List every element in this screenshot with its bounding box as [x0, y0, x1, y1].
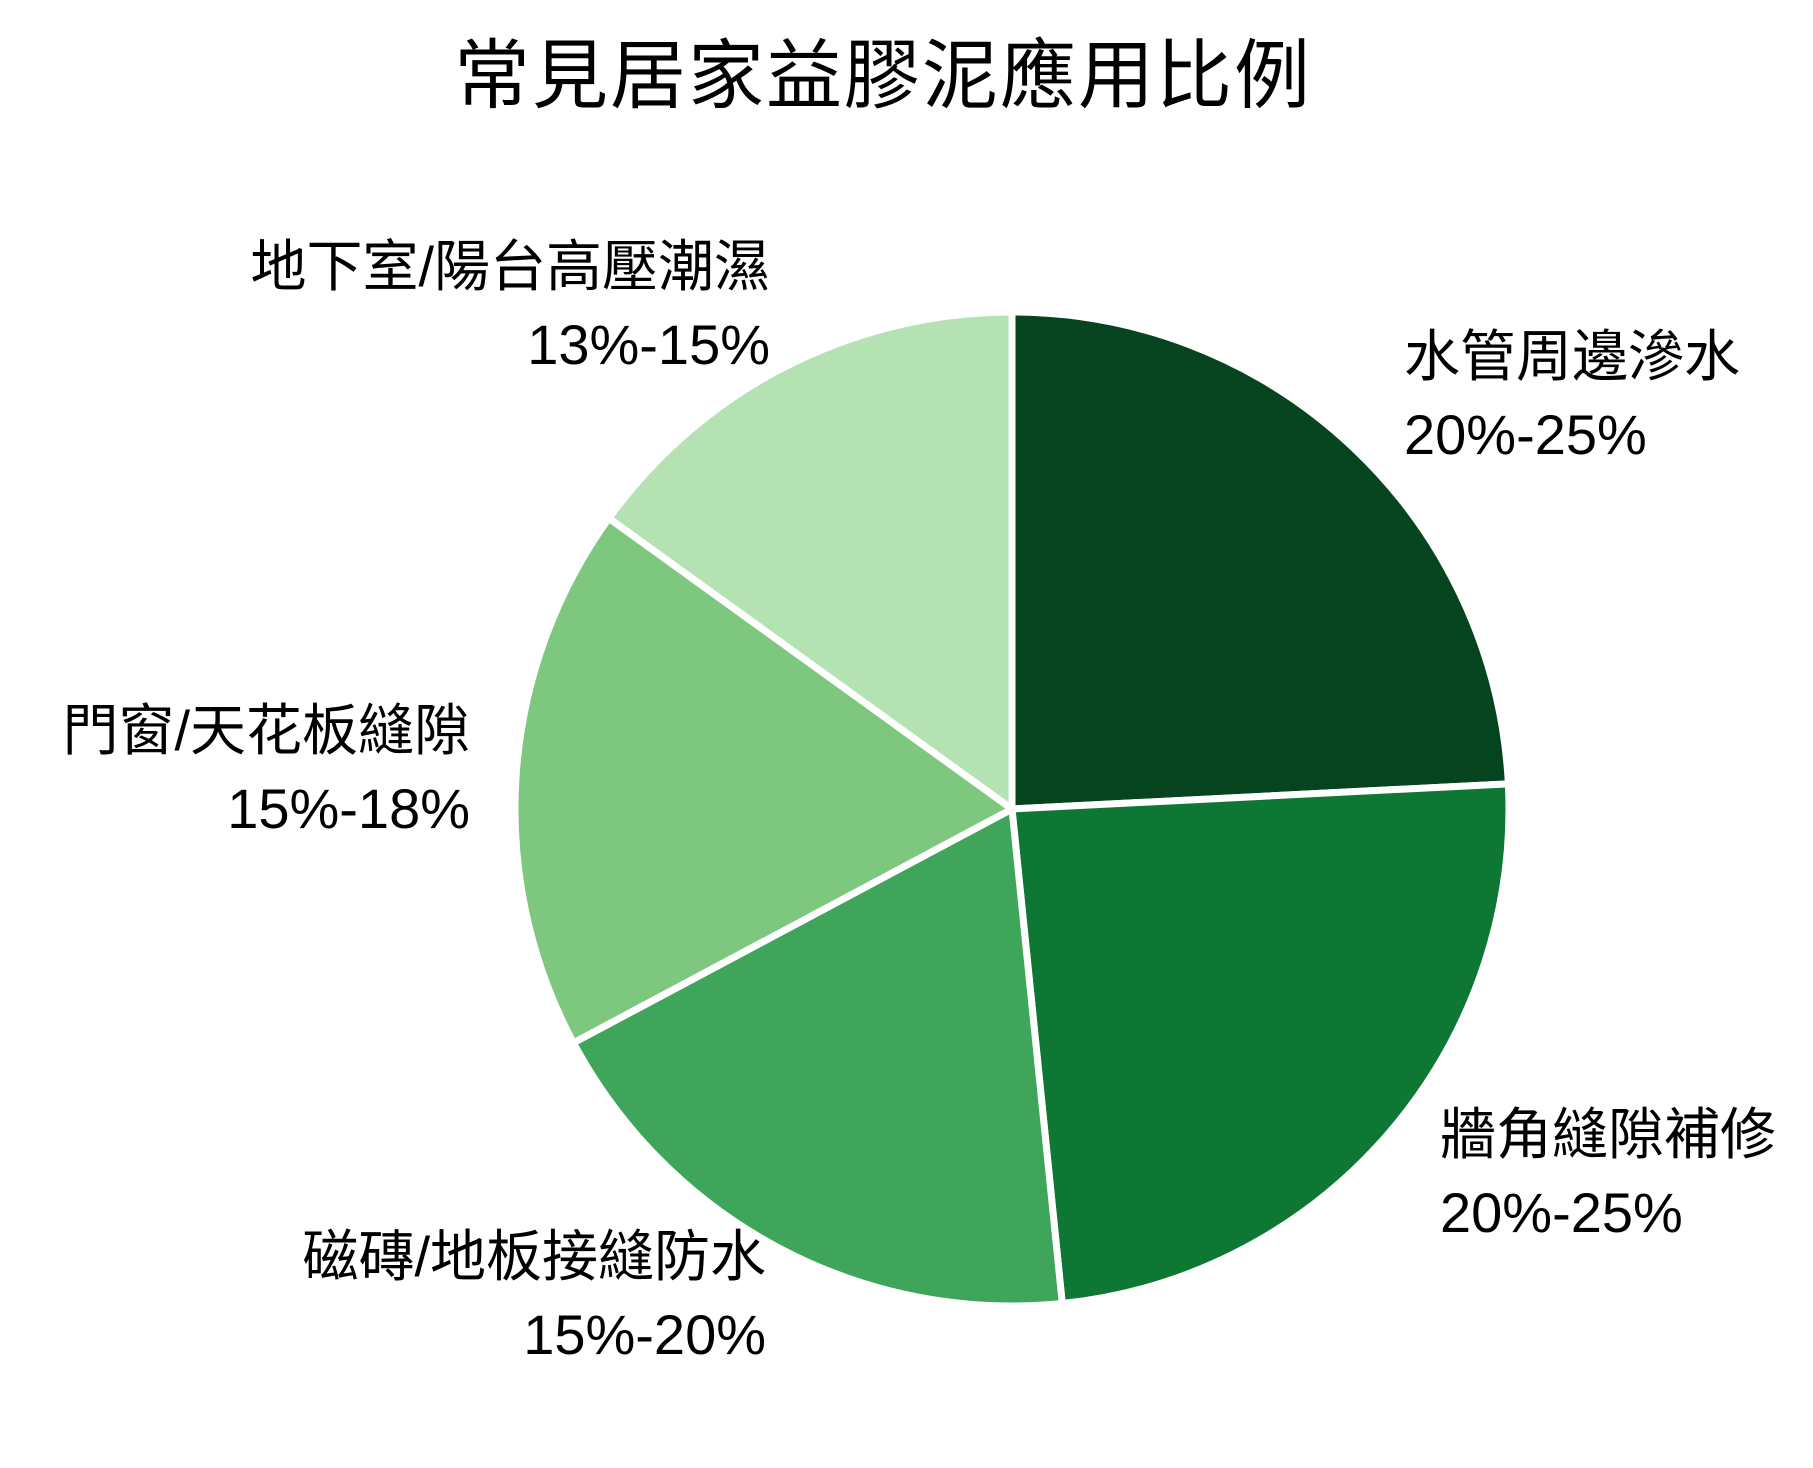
slice-label-text: 地下室/陽台高壓潮濕: [250, 235, 770, 298]
slice-label-text: 牆角縫隙補修: [1440, 1103, 1776, 1166]
pie-slice-4: [511, 514, 1016, 1047]
slice-label-text: 磁磚/地板接縫防水: [302, 1225, 766, 1288]
slice-label-pct: 15%-18%: [227, 777, 470, 840]
slice-label-pipe-leak: 水管周邊滲水 20%-25%: [1404, 318, 1740, 474]
slice-label-pct: 20%-25%: [1440, 1181, 1683, 1244]
slice-label-door-window: 門窗/天花板縫隙 15%-18%: [62, 692, 470, 848]
pie-slice-5: [605, 308, 1016, 813]
slice-label-basement-balcony: 地下室/陽台高壓潮濕 13%-15%: [250, 228, 770, 384]
slice-label-tile-floor: 磁磚/地板接縫防水 15%-20%: [302, 1218, 766, 1374]
pie-slice-2: [1008, 780, 1513, 1307]
slice-label-text: 門窗/天花板縫隙: [62, 699, 470, 762]
slice-label-pct: 13%-15%: [527, 313, 770, 376]
slice-label-text: 水管周邊滲水: [1404, 325, 1740, 388]
pie-slice-1: [1008, 308, 1512, 813]
chart-title: 常見居家益膠泥應用比例: [454, 34, 1312, 119]
slice-label-wall-corner: 牆角縫隙補修 20%-25%: [1440, 1096, 1776, 1252]
slice-label-pct: 15%-20%: [523, 1303, 766, 1366]
pie-slice-3: [569, 805, 1066, 1310]
slice-label-pct: 20%-25%: [1404, 403, 1647, 466]
